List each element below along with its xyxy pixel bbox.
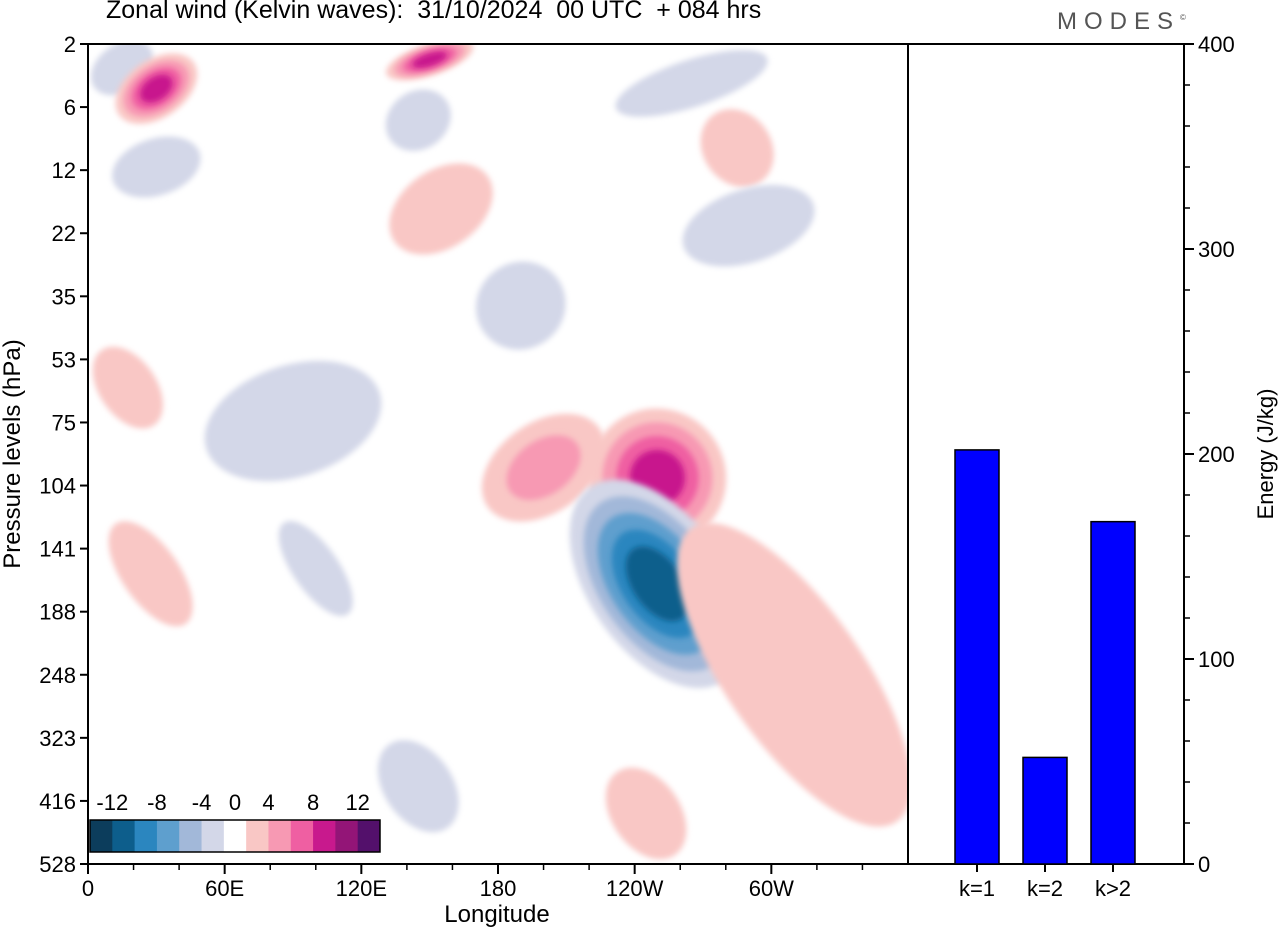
colorbar: -12 -8 -4 0 4 8 12 xyxy=(89,790,381,853)
pressure-tick-label: 416 xyxy=(39,789,76,814)
energy-category-label: k=2 xyxy=(1027,876,1063,901)
pressure-tick-label: 528 xyxy=(39,852,76,877)
pressure-tick-label: 104 xyxy=(39,474,76,499)
westerly-anomaly-contour xyxy=(92,346,163,429)
westerly-anomaly-contour xyxy=(412,51,448,68)
easterly-anomaly-contour xyxy=(615,50,768,117)
energy-category-label: k=1 xyxy=(959,876,995,901)
easterly-anomaly-contour xyxy=(377,740,459,833)
colorbar-segment xyxy=(112,820,136,852)
pressure-tick-label: 22 xyxy=(52,221,76,246)
colorbar-segment xyxy=(335,820,359,852)
pressure-axis: 2 6 12 22 35 53 75 104 141 188 248 323 416 528 xyxy=(39,32,88,877)
colorbar-segment xyxy=(179,820,203,852)
logo-copyright-mark: © xyxy=(1180,13,1186,22)
colorbar-segment xyxy=(290,820,314,852)
pressure-tick-label: 323 xyxy=(39,726,76,751)
energy-plot-frame xyxy=(907,43,1185,865)
pressure-tick-label: 35 xyxy=(52,284,76,309)
energy-axis: 0 100 200 300 400 xyxy=(1184,32,1235,877)
colorbar-segment xyxy=(268,820,292,852)
colorbar-frame xyxy=(89,819,381,853)
chart-title: Zonal wind (Kelvin waves): 31/10/2024 00… xyxy=(106,0,762,24)
modes-logo: MODES© xyxy=(1057,8,1186,36)
colorbar-segment xyxy=(223,820,247,852)
longitude-tick-label: 60E xyxy=(205,876,244,901)
pressure-tick-label: 188 xyxy=(39,600,76,625)
easterly-anomaly-contour xyxy=(204,360,382,482)
energy-axis-label: Energy (J/kg) xyxy=(1253,389,1278,520)
colorbar-label: 4 xyxy=(262,790,274,815)
energy-category-label: k>2 xyxy=(1095,876,1131,901)
pressure-tick-label: 248 xyxy=(39,663,76,688)
westerly-anomaly-contour xyxy=(677,523,908,827)
easterly-anomaly-contour xyxy=(112,136,201,198)
energy-tick-label: 300 xyxy=(1198,237,1235,262)
pressure-tick-label: 75 xyxy=(52,410,76,435)
colorbar-segment xyxy=(134,820,158,852)
longitude-tick-label: 60W xyxy=(749,876,794,901)
colorbar-segment xyxy=(201,820,225,852)
energy-bar xyxy=(954,449,1000,865)
colorbar-segment xyxy=(246,820,269,852)
pressure-tick-label: 6 xyxy=(64,95,76,120)
pressure-tick-label: 141 xyxy=(39,537,76,562)
energy-tick-label: 400 xyxy=(1198,32,1235,57)
easterly-anomaly-contour xyxy=(682,184,815,267)
pressure-tick-label: 2 xyxy=(64,32,76,57)
easterly-anomaly-contour xyxy=(475,261,566,350)
colorbar-segment xyxy=(357,820,381,852)
energy-tick-label: 0 xyxy=(1198,852,1210,877)
easterly-anomaly-contour xyxy=(278,521,353,617)
colorbar-label: 0 xyxy=(229,790,241,815)
colorbar-segment xyxy=(313,820,336,852)
westerly-anomaly-contour xyxy=(700,109,774,187)
westerly-anomaly-contour xyxy=(506,435,581,500)
longitude-tick-label: 120E xyxy=(336,876,387,901)
energy-bar xyxy=(1022,756,1068,865)
easterly-anomaly-contour xyxy=(625,546,690,622)
longitude-tick-label: 180 xyxy=(480,876,517,901)
energy-bar xyxy=(1090,520,1136,865)
colorbar-label: -12 xyxy=(96,790,128,815)
westerly-anomaly-contour xyxy=(389,163,493,255)
pressure-tick-label: 53 xyxy=(52,347,76,372)
longitude-tick-label: 0 xyxy=(82,876,94,901)
westerly-anomaly-contour xyxy=(605,767,687,860)
pressure-tick-label: 12 xyxy=(52,158,76,183)
longitude-axis: 0 60E 120E 180 120W 60W xyxy=(82,864,864,901)
energy-tick-label: 100 xyxy=(1198,647,1235,672)
energy-bars: k=1 k=2 k>2 xyxy=(954,449,1136,901)
logo-text: MODES xyxy=(1057,8,1181,35)
colorbar-label: -8 xyxy=(147,790,167,815)
colorbar-segment xyxy=(90,820,113,852)
colorbar-label: 12 xyxy=(345,790,369,815)
easterly-anomaly-contour xyxy=(385,89,451,151)
westerly-anomaly-contour xyxy=(139,74,173,103)
longitude-tick-label: 120W xyxy=(606,876,664,901)
westerly-anomaly-contour xyxy=(108,521,193,627)
colorbar-label: -4 xyxy=(192,790,212,815)
colorbar-label: 8 xyxy=(307,790,319,815)
y-axis-label: Pressure levels (hPa) xyxy=(0,339,26,568)
energy-tick-label: 200 xyxy=(1198,442,1235,467)
x-axis-label: Longitude xyxy=(444,901,549,928)
colorbar-segment xyxy=(156,820,180,852)
zonal-wind-contours xyxy=(91,44,908,860)
